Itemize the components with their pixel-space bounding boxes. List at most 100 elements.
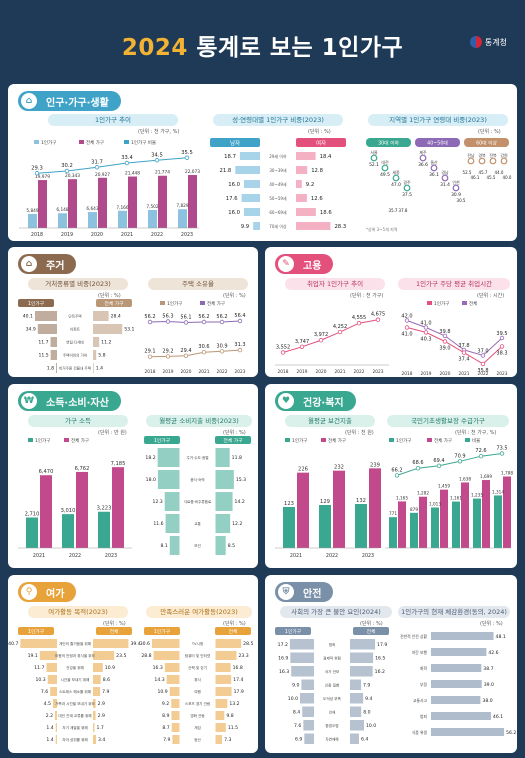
workers-label: 3,747	[295, 339, 309, 345]
legend-swatch	[285, 438, 290, 442]
bar-right	[215, 711, 225, 720]
region-dot	[441, 174, 449, 182]
row-label: 스트레스 해소를 위해	[59, 689, 91, 694]
bar-left	[171, 711, 180, 720]
label-all: 239	[370, 462, 380, 468]
leisure-purpose-chart: 1인가구 전체 40.7 개인의 즐거움을 위해 39.4 19.1 마음의 안정과 휴식을…	[8, 627, 141, 744]
label-all: 1,165	[396, 495, 408, 500]
value-left: 9.0	[292, 682, 299, 688]
year-label: 2021	[199, 369, 210, 375]
ratio-label: 34.5	[151, 152, 163, 158]
own-all-point	[183, 320, 189, 325]
value-right: 16.2	[375, 669, 385, 675]
region-value: 46.1	[471, 175, 480, 180]
hours-one-point	[499, 344, 505, 349]
bicycle-icon: ⚲	[21, 584, 37, 600]
env-value: 42.6	[488, 650, 498, 656]
purpose-subtitle: 여가활동 목적(2023)	[28, 606, 128, 618]
value-left: 6.9	[295, 736, 302, 742]
housing-panel: ⌂ 주거 거처종류별 비중(2023) (단위 : %) 1인가구 전체 가구 40.…	[8, 247, 258, 377]
value-left: 1.4	[46, 737, 53, 743]
value-right: 17.4	[233, 677, 243, 683]
value-left: 18.2	[145, 455, 155, 461]
hours-unit: (단위 : 시간)	[477, 293, 505, 299]
value-right: 16.5	[375, 655, 385, 661]
own-all-point	[147, 319, 153, 325]
year-label: 2021	[335, 369, 346, 375]
house-icon: ⌂	[21, 93, 37, 109]
bar-all	[40, 475, 52, 548]
bar-left	[301, 679, 314, 690]
value-left: 10.3	[35, 677, 45, 683]
value-left: 1.4	[46, 725, 53, 731]
label-all: 1,788	[501, 470, 513, 475]
ratio-point	[124, 160, 130, 166]
label-male: 16.0	[228, 210, 240, 216]
bar-right	[350, 693, 364, 704]
region-value: 36.1	[429, 172, 439, 178]
region-name: 광주	[403, 179, 411, 185]
region-dot	[452, 184, 460, 192]
bar-male	[244, 208, 260, 216]
bar-male	[235, 166, 260, 174]
value-right: 8.0	[363, 709, 370, 715]
region-dot	[467, 157, 475, 165]
year-label: 2020	[91, 232, 103, 238]
label-total: 22,073	[185, 169, 200, 175]
bar-left	[303, 720, 314, 731]
value-right: 7.9	[363, 682, 370, 688]
right-header	[353, 627, 389, 635]
safety-panel: ⛨ 안전 사회의 가장 큰 불안 요인(2024) (단위 : %) 1인가구 전체…	[265, 575, 517, 753]
ratio-label: 29.3	[31, 165, 43, 171]
label-male: 21.8	[220, 168, 232, 174]
region-name: 대전	[381, 159, 389, 165]
region-value: 36.6	[418, 162, 428, 168]
hours-subtitle: 1인가구 주당 평균 취업시간	[398, 278, 510, 290]
age-label: 40~49세	[269, 181, 287, 187]
ratio-label: 35.5	[181, 150, 193, 156]
legend-swatch	[200, 301, 205, 305]
age-label: 30~39세	[269, 167, 287, 173]
legend-swatch	[124, 140, 129, 144]
bar-female	[296, 208, 316, 216]
label-male: 16.0	[228, 182, 240, 188]
label-one: 771	[389, 511, 397, 516]
value-right: 17.9	[377, 642, 387, 648]
value-left: 2.2	[46, 713, 53, 719]
healthcost-subtitle: 월평균 보건지출	[285, 415, 375, 427]
env-value: 46.1	[493, 714, 503, 720]
value-right: 12.2	[232, 521, 242, 527]
female-header	[296, 138, 346, 147]
region-value: 40.0	[503, 175, 512, 180]
value-left: 7.9	[163, 737, 170, 743]
right-header	[215, 436, 251, 444]
bar-total	[98, 177, 107, 228]
label-female: 9.2	[306, 182, 314, 188]
hours-all-label: 37.0	[477, 349, 488, 355]
own-one-label: 31.3	[234, 342, 245, 348]
row-label: 국가 안보	[325, 669, 340, 674]
own-all-line	[149, 320, 241, 324]
bar-one	[283, 507, 295, 548]
year-label: 2023	[235, 369, 246, 375]
hours-one-point	[442, 339, 448, 344]
workers-label: 3,552	[276, 344, 290, 350]
year-label: 2022	[354, 369, 365, 375]
own-all-label: 56.2	[144, 314, 155, 320]
ownership-chart: 1인가구 전체 가구 56.2 56.3 56.1 56.2 56.2 56.4 29.1 29.…	[144, 300, 246, 375]
region-dot	[392, 174, 400, 182]
bar-right	[93, 337, 100, 347]
value-right: 16.8	[233, 665, 243, 671]
bar-one	[431, 507, 439, 548]
spend-subtitle: 월평균 소비지출 비중(2023)	[146, 415, 252, 427]
legend-swatch	[34, 140, 39, 144]
ratio-label: 68.6	[412, 460, 423, 466]
value-right: 2.9	[98, 713, 105, 719]
value-left: 8.4	[293, 709, 300, 715]
row-label: 경제적 위험	[323, 655, 341, 660]
label-one: 132	[356, 498, 366, 504]
bar-left	[165, 514, 180, 533]
region-group-header	[366, 138, 411, 147]
region-value: 30.9	[451, 192, 461, 198]
row-label: 주거·수도·광열	[186, 455, 208, 460]
